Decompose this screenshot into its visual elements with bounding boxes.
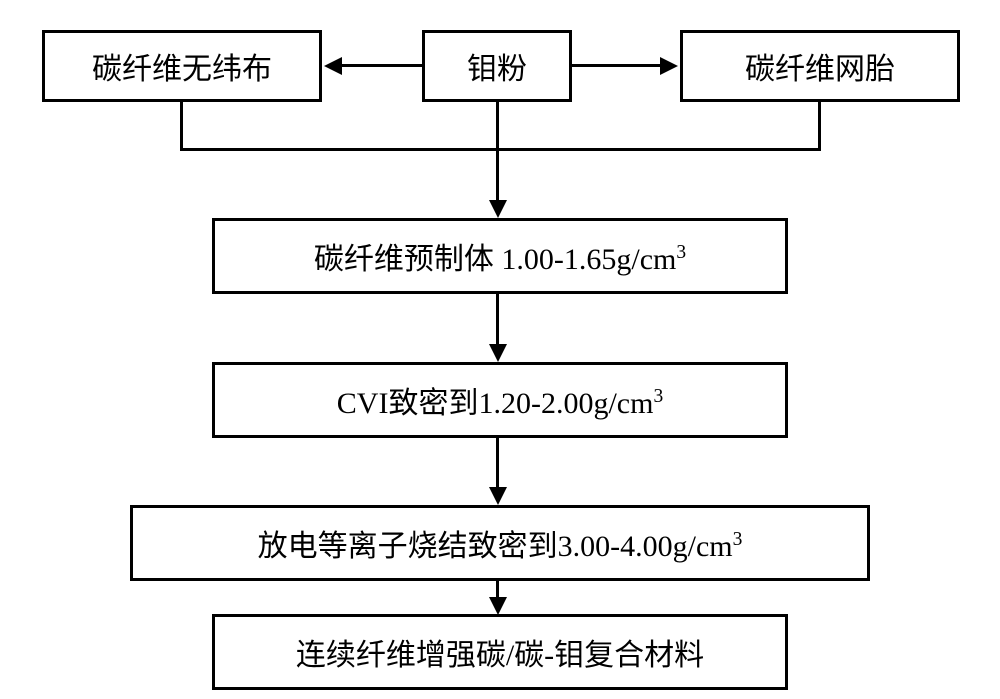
node-label: 放电等离子烧结致密到3.00-4.00g/cm3 <box>258 521 743 565</box>
merge-drop-mid <box>496 102 499 150</box>
node-step4: 连续纤维增强碳/碳-钼复合材料 <box>212 614 788 690</box>
node-top-mid: 钼粉 <box>422 30 572 102</box>
node-step3: 放电等离子烧结致密到3.00-4.00g/cm3 <box>130 505 870 581</box>
arrow-head-down-icon <box>489 200 507 218</box>
node-label: 碳纤维网胎 <box>745 44 895 88</box>
edge-mid-to-left <box>340 64 422 67</box>
arrow-head-down-icon <box>489 597 507 615</box>
merge-drop-right <box>818 102 821 150</box>
arrow-head-left-icon <box>324 57 342 75</box>
node-label: 钼粉 <box>467 44 527 88</box>
node-label: 碳纤维预制体 1.00-1.65g/cm3 <box>314 234 686 278</box>
node-top-left: 碳纤维无纬布 <box>42 30 322 102</box>
node-top-right: 碳纤维网胎 <box>680 30 960 102</box>
node-label: 碳纤维无纬布 <box>92 44 272 88</box>
merge-h-connector <box>180 148 821 151</box>
node-label: CVI致密到1.20-2.00g/cm3 <box>337 378 663 422</box>
arrow-head-down-icon <box>489 344 507 362</box>
node-step2: CVI致密到1.20-2.00g/cm3 <box>212 362 788 438</box>
node-label: 连续纤维增强碳/碳-钼复合材料 <box>296 630 704 674</box>
arrow-head-down-icon <box>489 487 507 505</box>
edge-mid-to-right <box>572 64 662 67</box>
arrow-head-right-icon <box>660 57 678 75</box>
edge-step2-step3 <box>496 438 499 489</box>
merge-drop-left <box>180 102 183 150</box>
edge-step1-step2 <box>496 294 499 346</box>
node-step1: 碳纤维预制体 1.00-1.65g/cm3 <box>212 218 788 294</box>
merge-to-step1 <box>496 148 499 202</box>
